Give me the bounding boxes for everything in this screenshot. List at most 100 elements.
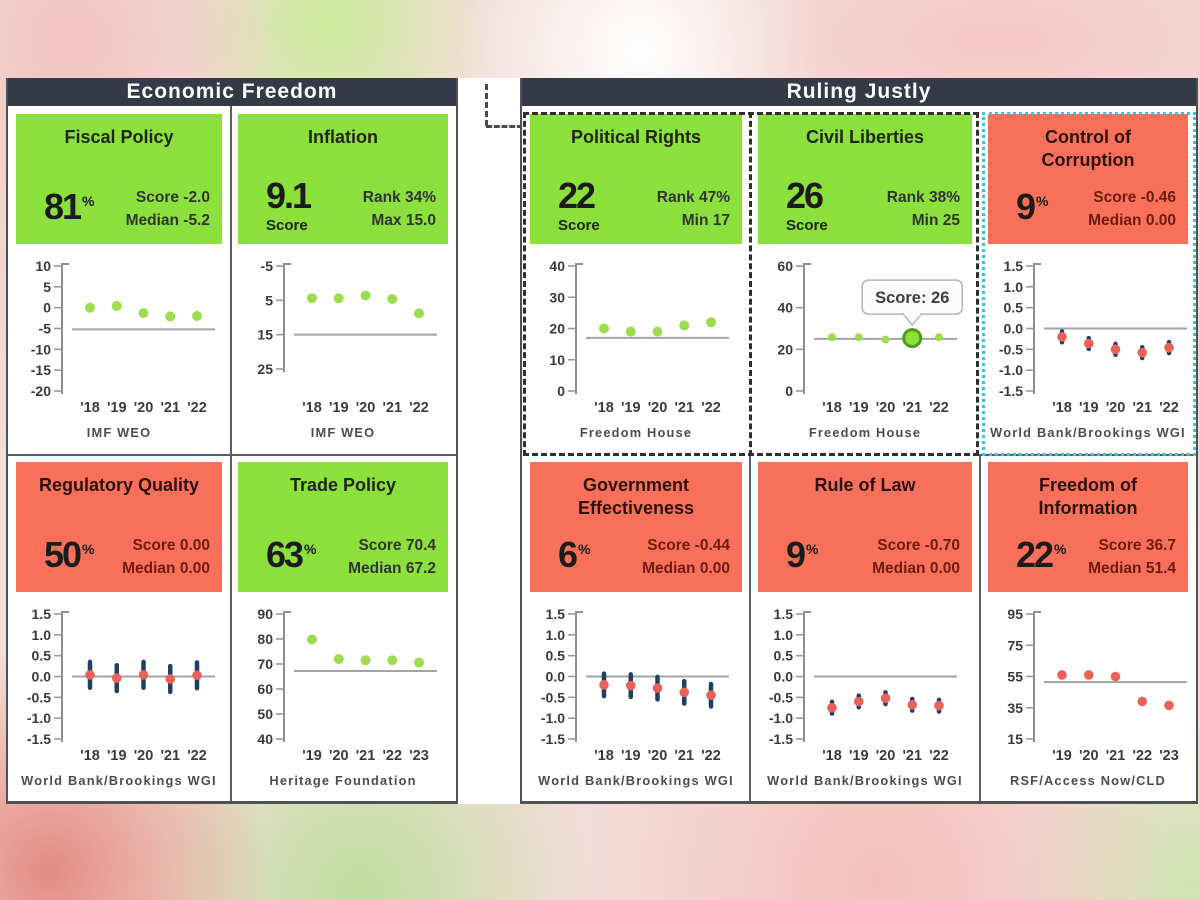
chart-political-rights: 40 30 20 10 0 '18 '19 '20 '21 '22 Freedom House bbox=[549, 258, 729, 440]
card-inflation: Inflation 9.1 Score Rank 34% Max 15.0 -5 5… bbox=[230, 106, 456, 454]
svg-text:40: 40 bbox=[549, 258, 565, 274]
card-divider-vertical bbox=[230, 106, 232, 801]
tooltip-label: Score: 26 bbox=[875, 289, 949, 307]
chart-government-effectiveness: 1.5 1.0 0.5 0.0 -0.5 -1.0 -1.5 '18 '19 '20 '21 '22 W… bbox=[538, 606, 732, 788]
svg-text:'18: '18 bbox=[594, 748, 614, 764]
card-header-trade-policy: Trade Policy 63% Score 70.4 Median 67.2 bbox=[238, 462, 448, 592]
chart-regulatory-quality: 1.5 1.0 0.5 0.0 -0.5 -1.0 -1.5 '18 '19 '20 '21 '22 W… bbox=[21, 606, 215, 788]
percent-sign: % bbox=[82, 193, 95, 209]
chart-source: Heritage Foundation bbox=[269, 773, 416, 788]
economic-freedom-title: Economic Freedom bbox=[126, 80, 338, 103]
svg-text:0.5: 0.5 bbox=[32, 648, 52, 664]
card-control-of-corruption: Control of Corruption 9% Score -0.46 Media… bbox=[980, 106, 1196, 454]
svg-text:'22: '22 bbox=[187, 748, 207, 764]
card-title-government-effectiveness: Government Effectiveness bbox=[577, 475, 695, 518]
stats-control-of-corruption: Score -0.46 Median 0.00 bbox=[1088, 188, 1176, 229]
economic-freedom-cards: Fiscal Policy 81% Score -2.0 Median -5.2 … bbox=[8, 106, 456, 801]
highlight-dotted-border bbox=[982, 112, 1196, 456]
big-value-civil-liberties: 26 bbox=[786, 175, 824, 216]
chart-inflation: -5 5 15 25 '18 '19 '20 '21 '22 IMF WEO bbox=[257, 258, 437, 440]
stats-government-effectiveness: Score -0.44 Median 0.00 bbox=[642, 536, 730, 577]
ruling-justly-header: Ruling Justly bbox=[522, 78, 1196, 106]
svg-text:'19: '19 bbox=[1052, 748, 1072, 764]
svg-text:60: 60 bbox=[777, 258, 793, 274]
big-value-freedom-of-information: 22 bbox=[1016, 534, 1054, 575]
svg-text:'23: '23 bbox=[1159, 748, 1179, 764]
selection-dashed-divider bbox=[749, 112, 752, 456]
svg-text:'22: '22 bbox=[701, 748, 721, 764]
big-value-regulatory-quality: 50 bbox=[44, 534, 82, 575]
svg-text:0.0: 0.0 bbox=[32, 669, 52, 685]
svg-text:0: 0 bbox=[43, 300, 51, 316]
card-civil-liberties: Civil Liberties 26 Score Rank 38% Min 25 … bbox=[750, 106, 980, 454]
svg-text:-20: -20 bbox=[31, 383, 51, 399]
svg-text:'19: '19 bbox=[1079, 400, 1099, 416]
chart-source: World Bank/Brookings WGI bbox=[767, 773, 963, 788]
svg-text:1.0: 1.0 bbox=[774, 627, 794, 643]
svg-text:'19: '19 bbox=[107, 748, 127, 764]
svg-text:10: 10 bbox=[549, 352, 565, 368]
svg-text:75: 75 bbox=[1007, 637, 1023, 653]
big-value-fiscal-policy: 81 bbox=[44, 186, 82, 227]
card-trade-policy: Trade Policy 63% Score 70.4 Median 67.2 9… bbox=[230, 454, 456, 804]
svg-text:'18: '18 bbox=[1052, 400, 1072, 416]
connector-dashed-horizontal bbox=[486, 125, 523, 128]
svg-text:'18: '18 bbox=[594, 400, 614, 416]
percent-sign: % bbox=[1054, 541, 1067, 557]
svg-text:'19: '19 bbox=[849, 748, 869, 764]
card-header-inflation: Inflation 9.1 Score Rank 34% Max 15.0 bbox=[238, 114, 448, 244]
svg-text:'20: '20 bbox=[1106, 400, 1126, 416]
chart-source: IMF WEO bbox=[311, 425, 376, 440]
svg-text:90: 90 bbox=[257, 606, 273, 622]
svg-text:'22: '22 bbox=[701, 400, 721, 416]
svg-text:'19: '19 bbox=[107, 400, 127, 416]
svg-text:1.5: 1.5 bbox=[32, 606, 52, 622]
card-title-civil-liberties: Civil Liberties bbox=[805, 127, 925, 147]
svg-text:80: 80 bbox=[257, 631, 273, 647]
percent-sign: % bbox=[82, 541, 95, 557]
svg-text:20: 20 bbox=[549, 321, 565, 337]
big-value-inflation: 9.1 bbox=[266, 175, 312, 216]
chart-source: Freedom House bbox=[809, 425, 921, 440]
svg-text:'21: '21 bbox=[674, 400, 694, 416]
stats-political-rights: Rank 47% Min 17 bbox=[656, 188, 730, 229]
svg-text:10: 10 bbox=[35, 258, 51, 274]
card-title-rule-of-law: Rule of Law bbox=[814, 475, 916, 495]
stats-rule-of-law: Score -0.70 Median 0.00 bbox=[872, 536, 960, 577]
card-header-fiscal-policy: Fiscal Policy 81% Score -2.0 Median -5.2 bbox=[16, 114, 222, 244]
svg-text:50: 50 bbox=[257, 706, 273, 722]
economic-freedom-panel: Economic Freedom Fiscal Policy 81% Score… bbox=[6, 78, 458, 804]
card-divider-vertical bbox=[749, 454, 751, 801]
svg-text:-1.0: -1.0 bbox=[769, 710, 793, 726]
svg-text:40: 40 bbox=[777, 300, 793, 316]
card-political-rights: Political Rights 22 Score Rank 47% Min 17… bbox=[522, 106, 750, 454]
ruling-justly-cards: Political Rights 22 Score Rank 47% Min 17… bbox=[522, 106, 1196, 801]
svg-text:'21: '21 bbox=[1106, 748, 1126, 764]
svg-text:1.5: 1.5 bbox=[774, 606, 794, 622]
svg-text:'19: '19 bbox=[621, 748, 641, 764]
card-header-rule-of-law: Rule of Law 9% Score -0.70 Median 0.00 bbox=[758, 462, 972, 592]
svg-text:'18: '18 bbox=[822, 748, 842, 764]
svg-text:1.0: 1.0 bbox=[1004, 279, 1024, 295]
chart-rule-of-law: 1.5 1.0 0.5 0.0 -0.5 -1.0 -1.5 '18 '19 '20 '21 '22 W… bbox=[767, 606, 963, 788]
svg-text:'23: '23 bbox=[409, 748, 429, 764]
score-caption: Score bbox=[558, 217, 600, 234]
svg-text:5: 5 bbox=[43, 279, 51, 295]
card-header-political-rights: Political Rights 22 Score Rank 47% Min 17 bbox=[530, 114, 742, 244]
svg-text:'20: '20 bbox=[1079, 748, 1099, 764]
card-title-control-of-corruption: Control of Corruption bbox=[1041, 127, 1135, 170]
card-title-trade-policy: Trade Policy bbox=[289, 475, 397, 495]
svg-text:'19: '19 bbox=[621, 400, 641, 416]
svg-text:-1.5: -1.5 bbox=[541, 731, 565, 747]
svg-text:'20: '20 bbox=[876, 748, 896, 764]
svg-text:40: 40 bbox=[257, 731, 273, 747]
card-title-regulatory-quality: Regulatory Quality bbox=[38, 475, 200, 495]
svg-text:-10: -10 bbox=[31, 341, 51, 357]
chart-trade-policy: 90 80 70 60 50 40 '19 '20 '21 '22 '23 Heritage Foun… bbox=[257, 606, 437, 788]
svg-text:-1.0: -1.0 bbox=[27, 710, 51, 726]
svg-text:1.5: 1.5 bbox=[546, 606, 566, 622]
ruling-justly-title: Ruling Justly bbox=[786, 80, 932, 103]
big-value-trade-policy: 63 bbox=[266, 534, 304, 575]
svg-text:-1.5: -1.5 bbox=[999, 383, 1023, 399]
svg-text:'18: '18 bbox=[80, 400, 100, 416]
